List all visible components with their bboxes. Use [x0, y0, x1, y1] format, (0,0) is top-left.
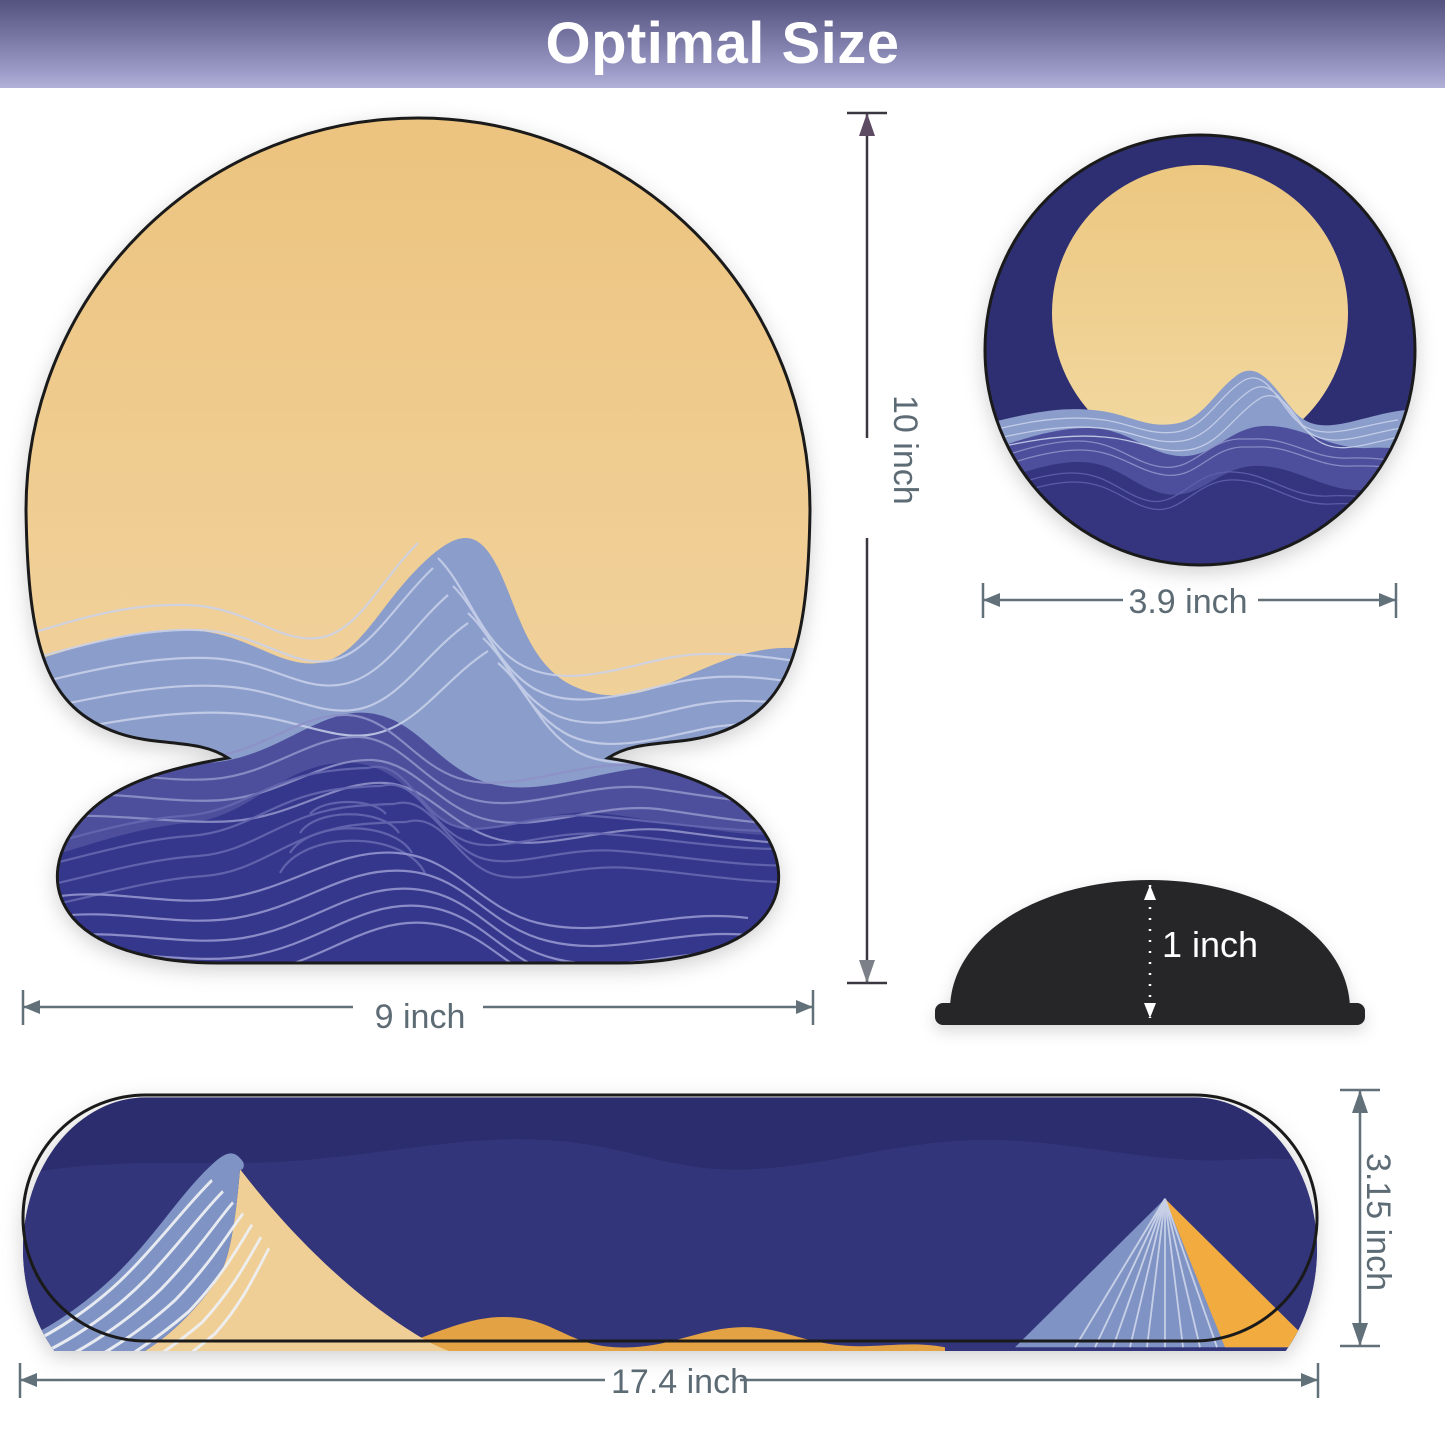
svg-text:1 inch: 1 inch — [1162, 924, 1258, 965]
